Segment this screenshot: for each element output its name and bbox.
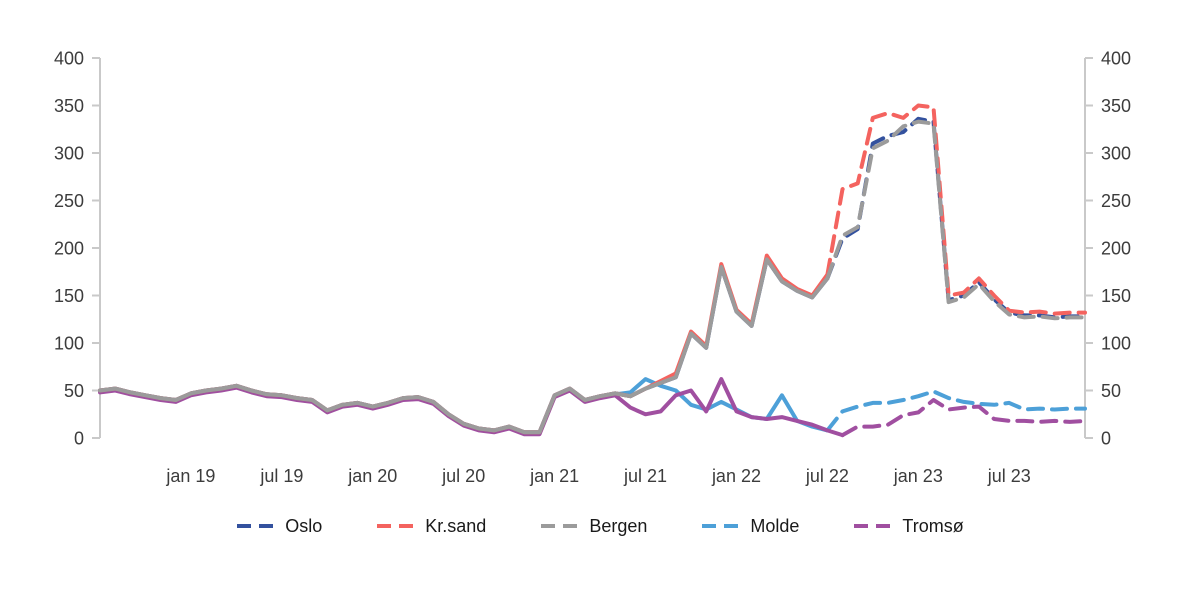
y-axis-label-left: 100: [54, 333, 84, 353]
y-axis-label-right: 350: [1101, 96, 1131, 116]
y-axis-label-right: 100: [1101, 333, 1131, 353]
legend-label: Molde: [750, 515, 800, 536]
series-line-dashed-bergen: [825, 119, 1087, 321]
legend-item-krsand: Kr.sand: [376, 516, 486, 537]
legend-item-bergen: Bergen: [540, 516, 647, 537]
y-axis-label-right: 250: [1101, 191, 1131, 211]
y-axis-label-left: 50: [64, 381, 84, 401]
legend-marker-icon: [541, 524, 578, 528]
y-axis-label-right: 50: [1101, 381, 1121, 401]
y-axis-label-left: 350: [54, 96, 84, 116]
y-axis-label-left: 300: [54, 143, 84, 163]
chart-legend: Oslo Kr.sand Bergen Molde Tromsø: [0, 504, 1200, 548]
legend-label: Tromsø: [902, 515, 964, 536]
chart-plot-area: 0 0 50 50 100 100 150 150 200 200 250 250 300 300 350 3…: [54, 48, 1131, 486]
legend-item-oslo: Oslo: [236, 516, 322, 537]
series-line-dashed-krsand: [825, 103, 1087, 316]
legend-label: Bergen: [589, 515, 648, 536]
x-axis-label: jul 22: [805, 466, 849, 486]
x-axis-label: jul 20: [441, 466, 485, 486]
x-axis-label: jan 20: [347, 466, 397, 486]
x-axis-label: jul 21: [623, 466, 667, 486]
legend-marker-icon: [237, 524, 274, 528]
y-axis-label-left: 200: [54, 238, 84, 258]
legend-marker-icon: [702, 524, 739, 528]
legend-label: Oslo: [285, 515, 323, 536]
legend-item-molde: Molde: [701, 516, 799, 537]
x-axis-label: jan 22: [711, 466, 761, 486]
x-axis-label: jan 23: [893, 466, 943, 486]
y-axis-label-right: 0: [1101, 428, 1111, 448]
x-axis-label: jan 19: [165, 466, 215, 486]
x-axis-label: jul 23: [987, 466, 1031, 486]
legend-item-troms: Tromsø: [853, 515, 964, 537]
y-axis-label-right: 400: [1101, 48, 1131, 68]
y-axis-label-left: 400: [54, 48, 84, 68]
series-line-dashed-troms: [840, 398, 1087, 438]
legend-marker-icon: [854, 524, 891, 528]
series-line-solid-bergen: [98, 257, 830, 435]
y-axis-label-left: 150: [54, 286, 84, 306]
y-axis-label-left: 0: [74, 428, 84, 448]
y-axis-label-right: 200: [1101, 238, 1131, 258]
series-line-dashed-oslo: [825, 116, 1087, 320]
series-line-dashed-molde: [825, 389, 1087, 433]
y-axis-label-right: 300: [1101, 143, 1131, 163]
x-axis-label: jan 21: [529, 466, 579, 486]
legend-label: Kr.sand: [425, 515, 487, 536]
y-axis-label-left: 250: [54, 191, 84, 211]
legend-marker-icon: [377, 524, 414, 528]
x-axis-label: jul 19: [259, 466, 303, 486]
y-axis-label-right: 150: [1101, 286, 1131, 306]
